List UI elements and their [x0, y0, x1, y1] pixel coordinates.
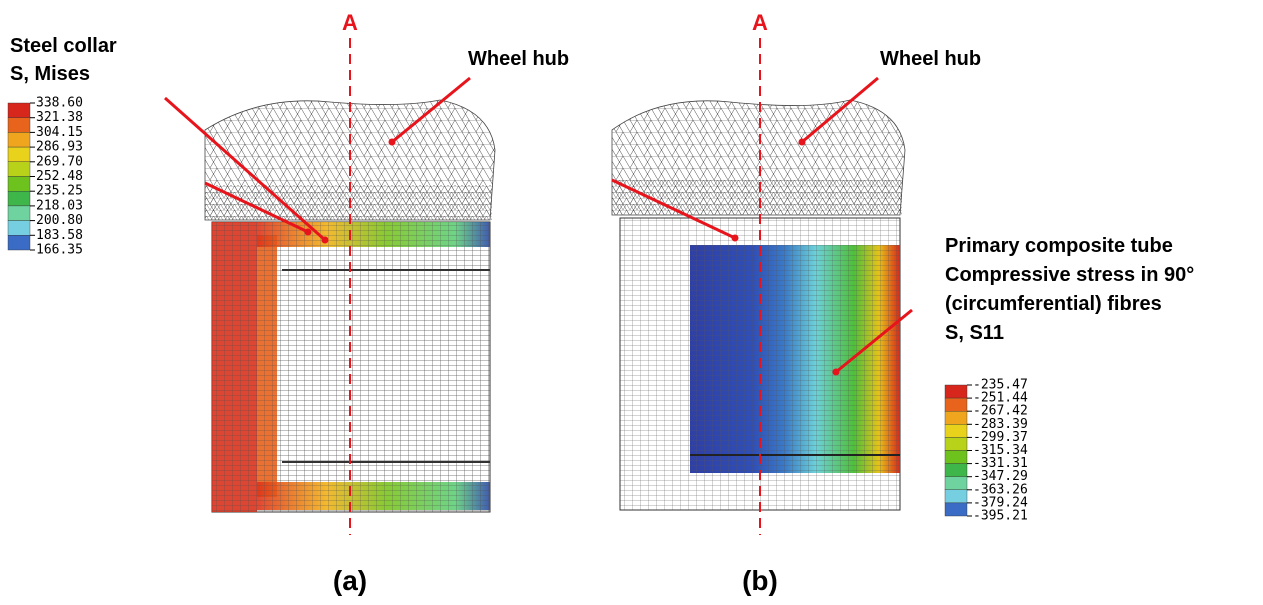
dot: [305, 229, 312, 236]
legend-swatch: [8, 221, 30, 236]
legend-label: 286.93: [36, 140, 83, 155]
dot: [732, 235, 739, 242]
legend-swatch: [945, 451, 967, 464]
tube-label: S, S11: [945, 322, 1004, 344]
hub-label: Wheel hub: [880, 48, 981, 70]
legend-swatch: [945, 503, 967, 516]
page: {"panel_a": {"section_label": "A", "coll…: [0, 0, 1263, 605]
legend-swatch: [8, 191, 30, 206]
legend-label: 183.58: [36, 228, 83, 243]
legend-swatch: [8, 177, 30, 192]
legend-swatch: [8, 132, 30, 147]
dot: [322, 237, 329, 244]
tube-label: Primary composite tube: [945, 235, 1173, 257]
legend-swatch: [8, 235, 30, 250]
legend-label: 304.15: [36, 125, 83, 140]
section-label: A: [342, 10, 358, 35]
legend-swatch: [8, 206, 30, 221]
legend-swatch: [945, 477, 967, 490]
panel-b: A Wheel hub (b): [612, 10, 981, 596]
legend-swatch: [8, 118, 30, 133]
mesh-overlay: [690, 245, 900, 473]
dot: [799, 139, 806, 146]
legend-swatch: [8, 162, 30, 177]
caption: (a): [333, 565, 367, 596]
panel-a: A Steel collar S, Mises Wheel hub (a): [10, 10, 569, 596]
dot: [389, 139, 396, 146]
hub-label: Wheel hub: [468, 48, 569, 70]
legend-label: 269.70: [36, 154, 83, 169]
legend-label: 166.35: [36, 243, 83, 258]
legend-label: 200.80: [36, 213, 83, 228]
figure: A Steel collar S, Mises Wheel hub (a) A …: [0, 0, 1263, 605]
caption: (b): [742, 565, 778, 596]
legend-swatch: [945, 424, 967, 437]
collar-title: Steel collar: [10, 35, 117, 57]
tube-label: Compressive stress in 90°: [945, 264, 1194, 286]
collar-subtitle: S, Mises: [10, 63, 90, 85]
legend-swatch: [945, 398, 967, 411]
legend-label: 338.60: [36, 96, 83, 111]
legend-label: 218.03: [36, 198, 83, 213]
legend-swatch: [945, 464, 967, 477]
legend-swatch: [945, 437, 967, 450]
legend-swatch: [8, 103, 30, 118]
legend-swatch: [945, 490, 967, 503]
legend-swatch: [945, 411, 967, 424]
dot: [833, 369, 840, 376]
hub-fine-mesh: [612, 180, 902, 215]
tube-label: (circumferential) fibres: [945, 293, 1162, 315]
legend-label: 235.25: [36, 184, 83, 199]
legend-label: 321.38: [36, 110, 83, 125]
legend-label: 252.48: [36, 169, 83, 184]
legend-label: -395.21: [973, 509, 1028, 524]
legend-swatch: [945, 385, 967, 398]
section-label: A: [752, 10, 768, 35]
legend-swatch: [8, 147, 30, 162]
